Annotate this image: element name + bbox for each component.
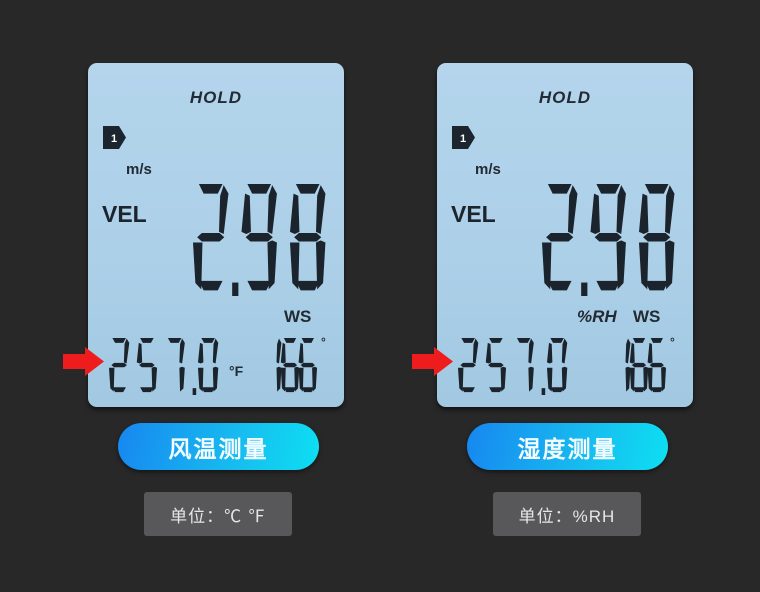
svg-text:1: 1 xyxy=(460,133,466,145)
svg-text:1: 1 xyxy=(111,133,117,145)
